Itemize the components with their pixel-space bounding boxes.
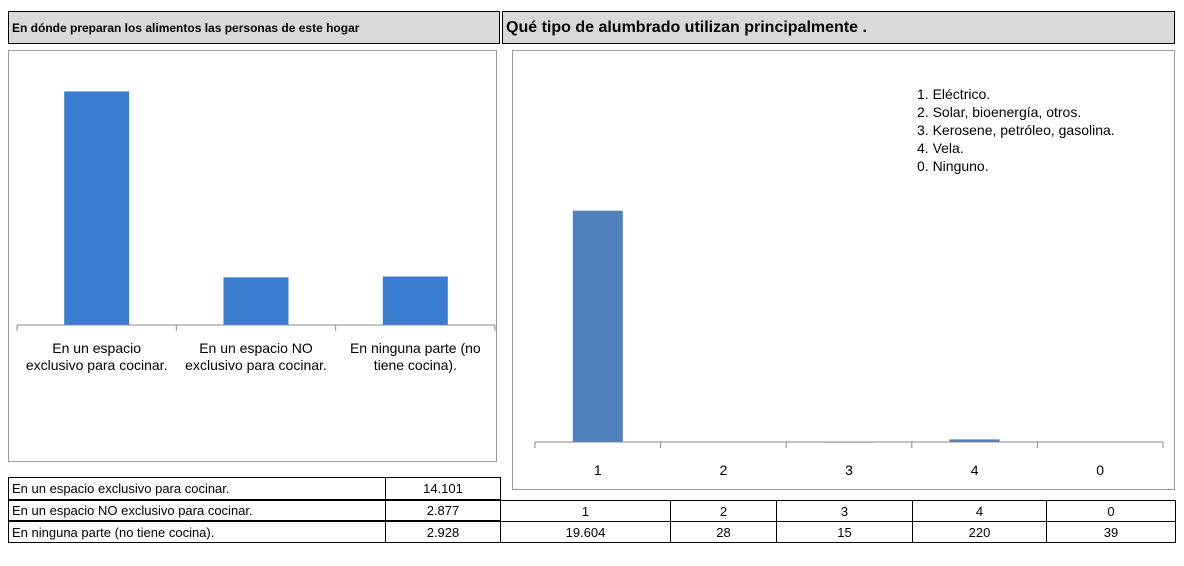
chart-frame xyxy=(512,50,1175,490)
chart-frame xyxy=(8,50,497,462)
x-tick-label: 3 xyxy=(845,462,853,478)
chart-title: En dónde preparan los alimentos las pers… xyxy=(8,11,500,44)
bar xyxy=(382,276,448,325)
x-tick-label: En un espacio NO exclusivo para cocinar. xyxy=(185,340,327,373)
table-cell: 0 xyxy=(1046,500,1176,522)
table-cell: 1 xyxy=(500,500,671,522)
legend-note: 4. Vela. xyxy=(917,140,964,156)
x-tick-label: En un espacio exclusivo para cocinar. xyxy=(25,340,168,373)
bar xyxy=(572,210,623,442)
chart-title: Qué tipo de alumbrado utilizan principal… xyxy=(502,11,1175,44)
legend-note: 2. Solar, bioenergía, otros. xyxy=(917,104,1081,120)
table-cell: 28 xyxy=(670,521,777,543)
bar xyxy=(949,439,1000,442)
table-cell: 4 xyxy=(912,500,1047,522)
table-cell: 2.928 xyxy=(385,521,501,543)
x-tick-label: 4 xyxy=(970,462,979,478)
table-cell: En un espacio NO exclusivo para cocinar. xyxy=(8,500,386,521)
table-cell: En ninguna parte (no tiene cocina). xyxy=(8,521,386,543)
x-tick-label: En ninguna parte (no tiene cocina). xyxy=(349,340,481,373)
bar xyxy=(64,91,130,326)
legend-note: 3. Kerosene, petróleo, gasolina. xyxy=(917,122,1115,138)
table-cell: En un espacio exclusivo para cocinar. xyxy=(8,477,386,500)
legend-note: 0. Ninguno. xyxy=(917,158,989,174)
x-tick-label: 0 xyxy=(1096,462,1105,478)
x-tick-label: 1 xyxy=(593,462,602,478)
table-cell: 2.877 xyxy=(385,500,501,521)
table-cell: 19.604 xyxy=(500,521,671,543)
table-cell: 39 xyxy=(1046,521,1176,543)
table-cell: 2 xyxy=(670,500,777,522)
bar xyxy=(223,277,289,325)
x-tick-label: 2 xyxy=(719,462,728,478)
legend-note: 1. Eléctrico. xyxy=(917,86,990,102)
table-cell: 3 xyxy=(776,500,913,522)
table-cell: 14.101 xyxy=(385,477,501,500)
table-cell: 220 xyxy=(912,521,1047,543)
table-cell: 15 xyxy=(776,521,913,543)
